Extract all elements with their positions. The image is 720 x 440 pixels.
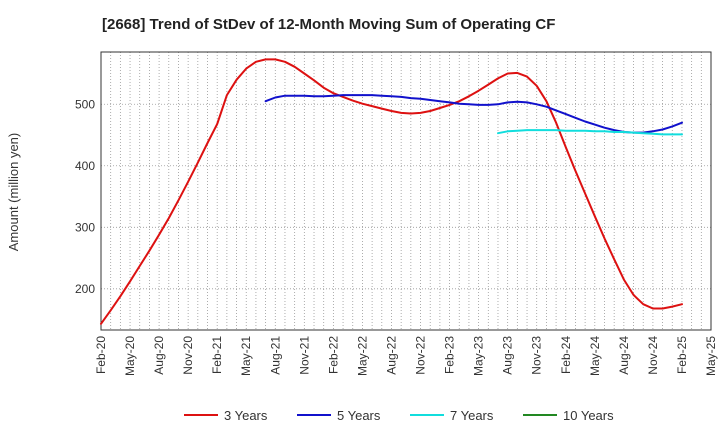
series-line-3-years (100, 58, 683, 325)
x-tick-label: Nov-22 (414, 336, 428, 375)
x-tick-label: May-23 (472, 336, 486, 376)
x-tick-label: Feb-22 (326, 336, 340, 374)
x-tick-label: Nov-20 (181, 336, 195, 375)
x-tick-label: Nov-21 (297, 336, 311, 375)
series-lines (100, 58, 683, 325)
series-line-5-years (264, 94, 683, 134)
x-tick-label: May-25 (704, 336, 718, 376)
y-axis-label: Amount (million yen) (6, 133, 21, 252)
axes (100, 51, 712, 331)
legend-label: 3 Years (224, 408, 268, 423)
x-tick-label: Aug-23 (501, 336, 515, 375)
x-tick-label: May-20 (123, 336, 137, 376)
x-tick-label: Aug-20 (152, 336, 166, 375)
x-tick-label: Feb-23 (443, 336, 457, 374)
x-tick-label: Nov-23 (530, 336, 544, 375)
legend-label: 7 Years (450, 408, 494, 423)
x-tick-label: Aug-22 (384, 336, 398, 375)
series-line-7-years (497, 129, 683, 136)
x-tick-label: May-22 (355, 336, 369, 376)
x-tick-label: May-21 (239, 336, 253, 376)
x-tick-label: Feb-21 (210, 336, 224, 374)
x-tick-label: Feb-24 (559, 336, 573, 374)
chart-title: [2668] Trend of StDev of 12-Month Moving… (102, 16, 555, 33)
x-tick-label: Feb-25 (675, 336, 689, 374)
x-tick-label: May-24 (588, 336, 602, 376)
legend: 3 Years 5 Years 7 Years 10 Years (184, 408, 614, 423)
plot-frame (100, 51, 712, 331)
y-tick-label: 500 (75, 97, 95, 111)
grid (100, 52, 712, 330)
tick-labels: 200 300 400 500 Feb-20 May-20 Aug-20 Nov-20 Feb-… (75, 97, 718, 376)
y-tick-label: 300 (75, 220, 95, 234)
x-tick-label: Aug-24 (617, 336, 631, 375)
x-tick-label: Nov-24 (646, 336, 660, 375)
legend-label: 10 Years (563, 408, 614, 423)
y-tick-label: 200 (75, 282, 95, 296)
legend-label: 5 Years (337, 408, 381, 423)
y-tick-label: 400 (75, 159, 95, 173)
x-tick-label: Aug-21 (268, 336, 282, 375)
x-tick-label: Feb-20 (94, 336, 108, 374)
